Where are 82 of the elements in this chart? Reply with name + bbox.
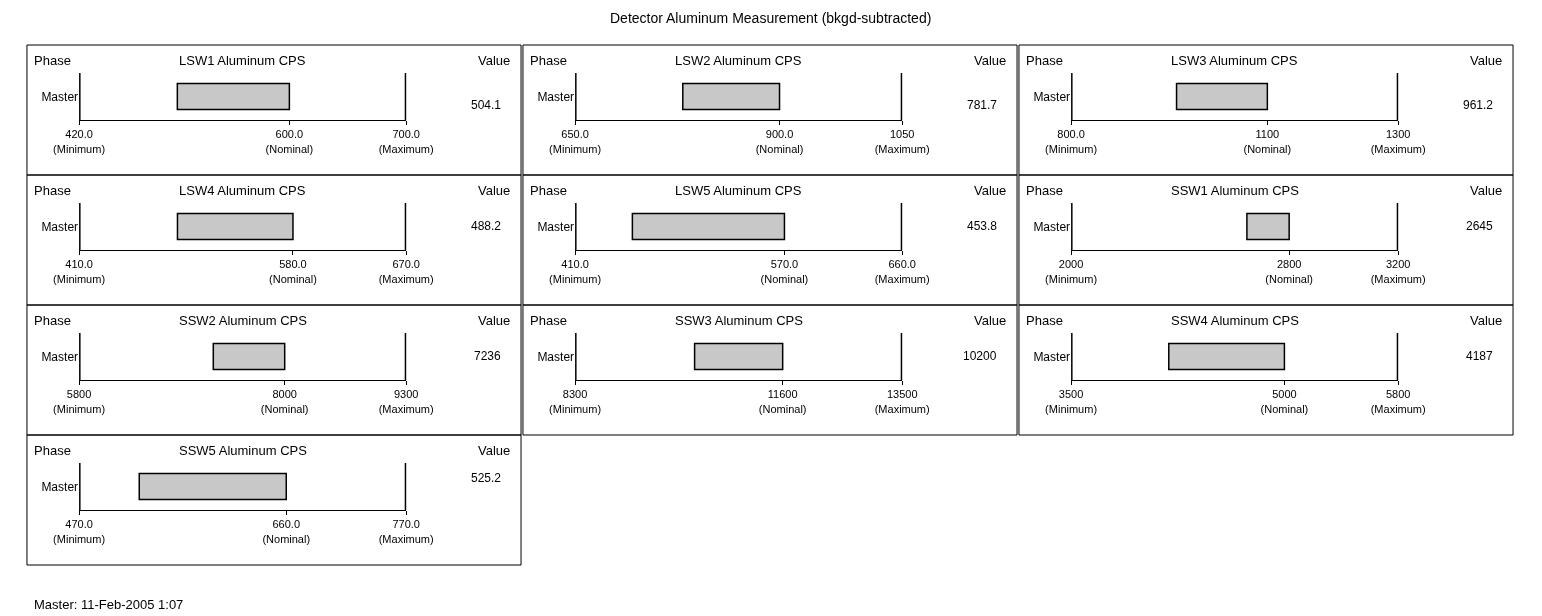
text: Value [478,53,511,68]
chart-title: LSW5 Aluminum CPS [675,183,802,198]
y-tick-label: Master [537,89,575,104]
text: Value [1470,183,1503,198]
x-tick-label: 11600 (Nominal) [758,388,807,415]
text: Phase [530,313,567,328]
text: Value [478,313,511,328]
text: 488.2 [471,219,502,233]
chart-title: LSW4 Aluminum CPS [179,183,306,198]
x-tick-label: 2800 (Nominal) [1265,258,1314,285]
y-tick-label: Master [1033,349,1071,364]
x-tick-label: 650.0 (Minimum) [549,128,602,155]
text: 504.1 [471,98,502,112]
text: 2645 [1466,219,1494,233]
y-tick-label: Master [41,349,79,364]
chart-title: SSW2 Aluminum CPS [179,313,308,328]
text: Phase [34,443,71,458]
text: Phase [530,183,567,198]
chart-title: SSW5 Aluminum CPS [179,443,308,458]
x-tick-label: 600.0 (Nominal) [265,128,314,155]
text: Phase [34,183,71,198]
text: Value [478,443,511,458]
x-tick-label: 9300 (Maximum) [378,388,434,415]
text: Phase [34,313,71,328]
x-tick-label: 5000 (Nominal) [1260,388,1309,415]
text: 10200 [963,349,997,363]
chart-title: LSW1 Aluminum CPS [179,53,306,68]
chart-title: SSW4 Aluminum CPS [1171,313,1300,328]
text: Phase [530,53,567,68]
y-tick-label: Master [41,89,79,104]
chart-title: LSW2 Aluminum CPS [675,53,802,68]
y-tick-label: Master [537,349,575,364]
text: 525.2 [471,471,502,485]
text: Value [974,313,1007,328]
y-tick-label: Master [41,219,79,234]
text: 961.2 [1463,98,1494,112]
x-tick-label: 410.0 (Minimum) [549,258,602,285]
x-tick-label: 2000 (Minimum) [1045,258,1098,285]
text: 7236 [474,349,502,363]
x-tick-label: 5800 (Minimum) [53,388,106,415]
x-tick-label: 580.0 (Nominal) [269,258,317,285]
x-tick-label: 13500 (Maximum) [874,388,930,415]
x-tick-label: 1050 (Maximum) [874,128,930,155]
text: Phase [1026,53,1063,68]
chart-title: SSW1 Aluminum CPS [1171,183,1300,198]
text: 4187 [1466,349,1494,363]
x-tick-label: 1100 (Nominal) [1243,128,1292,155]
x-tick-label: 8000 (Nominal) [260,388,309,415]
text: Phase [1026,183,1063,198]
text: Master: 11-Feb-2005 1:07 [34,597,184,612]
chart-title: SSW3 Aluminum CPS [675,313,804,328]
chart-title: LSW3 Aluminum CPS [1171,53,1298,68]
x-tick-label: 570.0 (Nominal) [760,258,809,285]
x-tick-label: 470.0 (Minimum) [53,518,106,545]
text: Value [478,183,511,198]
y-tick-label: Master [41,479,79,494]
text: Value [1470,53,1503,68]
text: Value [974,183,1007,198]
x-tick-label: 8300 (Minimum) [549,388,602,415]
x-tick-label: 770.0 (Maximum) [378,518,434,545]
x-tick-label: 900.0 (Nominal) [755,128,804,155]
x-tick-label: 670.0 (Maximum) [378,258,434,285]
x-tick-label: 660.0 (Nominal) [262,518,311,545]
y-tick-label: Master [537,219,575,234]
text: 453.8 [967,219,998,233]
text: Value [1470,313,1503,328]
text: Phase [34,53,71,68]
text: 781.7 [967,98,998,112]
x-tick-label: 800.0 (Minimum) [1045,128,1098,155]
x-tick-label: 1300 (Maximum) [1370,128,1426,155]
text: Detector Aluminum Measurement (bkgd-subtracted) [610,10,932,26]
x-tick-label: 660.0 (Maximum) [874,258,930,285]
y-tick-label: Master [1033,219,1071,234]
x-tick-label: 410.0 (Minimum) [53,258,106,285]
x-tick-label: 3500 (Minimum) [1045,388,1098,415]
x-tick-label: 5800 (Maximum) [1370,388,1426,415]
y-tick-label: Master [1033,89,1071,104]
x-tick-label: 700.0 (Maximum) [378,128,434,155]
text: Value [974,53,1007,68]
x-tick-label: 3200 (Maximum) [1370,258,1426,285]
x-tick-label: 420.0 (Minimum) [53,128,106,155]
text: Phase [1026,313,1063,328]
